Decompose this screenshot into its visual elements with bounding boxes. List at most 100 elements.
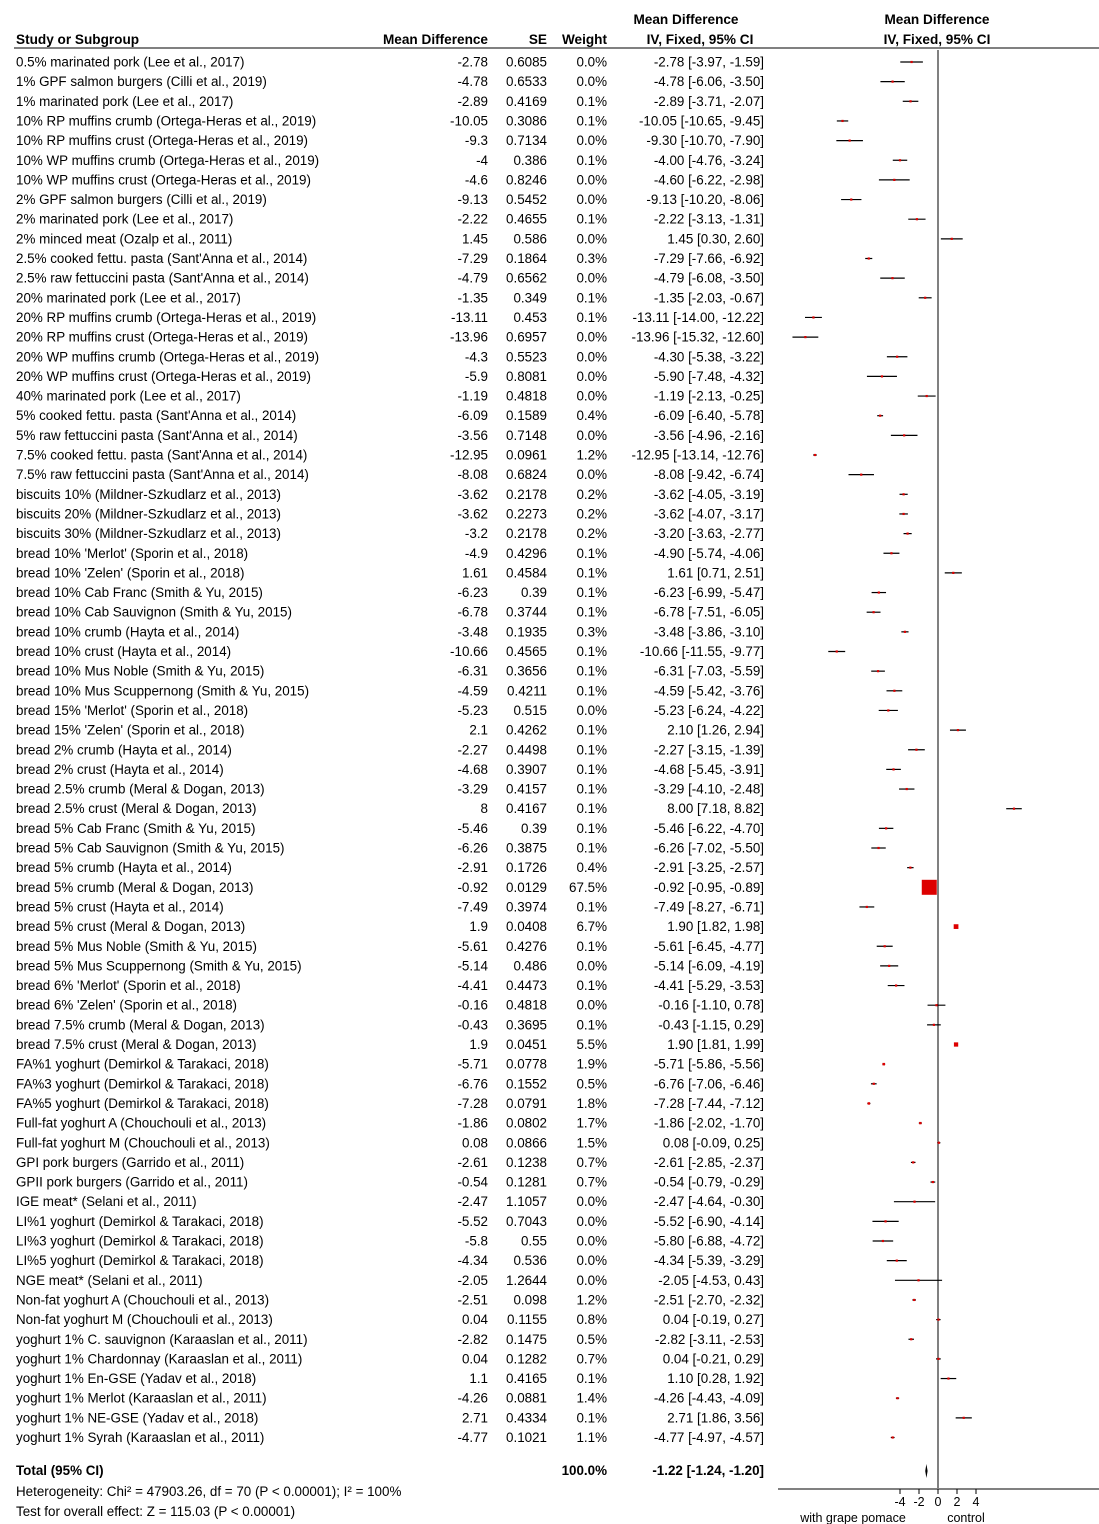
header-plot-top: Mean Difference	[884, 12, 989, 27]
total-ci: -1.22 [-1.24, -1.20]	[652, 1463, 764, 1478]
point-estimate	[917, 1279, 920, 1282]
study-label: bread 10% Mus Scuppernong (Smith & Yu, 2…	[16, 683, 309, 698]
forest-mark	[866, 611, 881, 614]
study-label: bread 2.5% crumb (Meral & Dogan, 2013)	[16, 782, 265, 797]
se-value: 0.3744	[506, 605, 548, 620]
forest-mark	[871, 670, 885, 673]
x-axis-left-label: with grape pomace	[799, 1511, 906, 1524]
study-label: yoghurt 1% NE-GSE (Yadav et al., 2018)	[16, 1410, 258, 1425]
weight-value: 1.2%	[576, 1292, 607, 1307]
ci-value: -1.19 [-2.13, -0.25]	[654, 389, 764, 404]
table-row: LI%1 yoghurt (Demirkol & Tarakaci, 2018)…	[16, 1214, 764, 1229]
ci-value: -5.52 [-6.90, -4.14]	[654, 1214, 764, 1229]
ci-value: -3.62 [-4.07, -3.17]	[654, 506, 764, 521]
se-value: 0.3695	[506, 1017, 547, 1032]
table-row: 40% marinated pork (Lee et al., 2017) -1.…	[16, 389, 764, 404]
mean-difference-value: -0.92	[457, 880, 488, 895]
header-ci-top: Mean Difference	[633, 12, 738, 27]
weight-value: 0.1%	[576, 290, 607, 305]
point-estimate	[915, 748, 918, 751]
ci-value: -5.23 [-6.24, -4.22]	[654, 703, 764, 718]
mean-difference-value: -5.23	[457, 703, 488, 718]
se-value: 0.1864	[506, 251, 548, 266]
study-label: biscuits 20% (Mildner-Szkudlarz et al., …	[16, 506, 281, 521]
header-plot-bottom: IV, Fixed, 95% CI	[884, 32, 991, 47]
mean-difference-value: -2.82	[457, 1332, 488, 1347]
mean-difference-value: -9.13	[457, 192, 488, 207]
table-row: yoghurt 1% C. sauvignon (Karaaslan et al…	[16, 1332, 764, 1347]
weight-value: 0.0%	[576, 74, 607, 89]
point-estimate	[950, 237, 953, 240]
ci-value: -1.86 [-2.02, -1.70]	[654, 1116, 764, 1131]
weight-value: 0.0%	[576, 1253, 607, 1268]
study-label: 5% cooked fettu. pasta (Sant'Anna et al.…	[16, 408, 296, 423]
mean-difference-value: -6.09	[457, 408, 488, 423]
table-row: yoghurt 1% Merlot (Karaaslan et al., 201…	[16, 1391, 764, 1406]
se-value: 0.4211	[507, 683, 547, 698]
forest-mark	[908, 218, 926, 221]
point-estimate	[893, 689, 896, 692]
point-estimate	[877, 846, 880, 850]
weight-value: 0.0%	[576, 192, 607, 207]
study-label: bread 10% crust (Hayta et al., 2014)	[16, 644, 231, 659]
mean-difference-value: -7.49	[457, 899, 488, 914]
ci-value: -6.78 [-7.51, -6.05]	[654, 605, 764, 620]
weight-value: 1.2%	[576, 448, 607, 463]
forest-mark	[918, 1121, 922, 1125]
se-value: 1.1057	[506, 1194, 547, 1209]
mean-difference-value: -10.66	[450, 644, 488, 659]
table-row: GPI pork burgers (Garrido et al., 2011) -…	[16, 1155, 764, 1170]
weight-value: 0.0%	[576, 1273, 607, 1288]
se-value: 0.4584	[506, 565, 548, 580]
weight-value: 6.7%	[576, 919, 607, 934]
x-tick-label: 4	[973, 1495, 980, 1509]
table-row: 20% WP muffins crust (Ortega-Heras et al…	[16, 369, 764, 384]
study-label: 2% GPF salmon burgers (Cilli et al., 201…	[16, 192, 267, 207]
se-value: 0.349	[513, 290, 547, 305]
mean-difference-value: -6.26	[457, 841, 488, 856]
weight-value: 0.0%	[576, 231, 607, 246]
point-estimate	[932, 1023, 936, 1026]
point-estimate	[860, 473, 863, 476]
point-estimate	[890, 552, 893, 555]
se-value: 0.1238	[506, 1155, 547, 1170]
study-label: 7.5% raw fettuccini pasta (Sant'Anna et …	[16, 467, 309, 482]
forest-mark	[899, 787, 915, 791]
forest-mark	[878, 178, 910, 181]
table-row: 2% minced meat (Ozalp et al., 2011) 1.45 0…	[16, 231, 764, 246]
study-label: bread 15% 'Merlot' (Sporin et al., 2018)	[16, 703, 248, 718]
point-estimate	[848, 139, 851, 142]
se-value: 0.1552	[506, 1076, 547, 1091]
ci-value: -12.95 [-13.14, -12.76]	[631, 448, 764, 463]
point-estimate	[952, 571, 955, 574]
table-row: bread 2.5% crust (Meral & Dogan, 2013) 8 0…	[16, 801, 764, 816]
study-label: yoghurt 1% Chardonnay (Karaaslan et al.,…	[16, 1351, 302, 1366]
point-estimate	[913, 1200, 916, 1203]
mean-difference-value: 1.1	[469, 1371, 488, 1386]
forest-mark	[883, 552, 900, 555]
ci-value: -0.54 [-0.79, -0.29]	[654, 1175, 764, 1190]
mean-difference-value: 0.08	[462, 1135, 488, 1150]
study-label: Non-fat yoghurt A (Chouchouli et al., 20…	[16, 1292, 269, 1307]
weight-value: 0.0%	[576, 349, 607, 364]
point-estimate	[888, 964, 891, 967]
forest-mark	[894, 1279, 943, 1282]
point-estimate	[804, 336, 807, 339]
table-row: bread 5% Mus Noble (Smith & Yu, 2015) -5.…	[16, 939, 764, 954]
mean-difference-value: -13.96	[450, 330, 488, 345]
forest-mark	[886, 1259, 907, 1262]
study-label: 2% minced meat (Ozalp et al., 2011)	[16, 231, 232, 246]
study-label: bread 7.5% crumb (Meral & Dogan, 2013)	[16, 1017, 265, 1032]
weight-value: 0.1%	[576, 310, 607, 325]
table-row: bread 2.5% crumb (Meral & Dogan, 2013) -3…	[16, 782, 764, 797]
ci-value: 0.08 [-0.09, 0.25]	[663, 1135, 764, 1150]
ci-value: 1.10 [0.28, 1.92]	[667, 1371, 764, 1386]
overall-effect-text: Test for overall effect: Z = 115.03 (P <…	[16, 1504, 295, 1519]
study-label: bread 10% Cab Franc (Smith & Yu, 2015)	[16, 585, 263, 600]
study-label: bread 5% crust (Meral & Dogan, 2013)	[16, 919, 245, 934]
forest-mark	[880, 277, 905, 280]
table-row: yoghurt 1% En-GSE (Yadav et al., 2018) 1.…	[16, 1371, 764, 1386]
se-value: 0.098	[513, 1292, 547, 1307]
ci-value: 1.61 [0.71, 2.51]	[667, 565, 764, 580]
study-label: 20% WP muffins crumb (Ortega-Heras et al…	[16, 349, 319, 364]
